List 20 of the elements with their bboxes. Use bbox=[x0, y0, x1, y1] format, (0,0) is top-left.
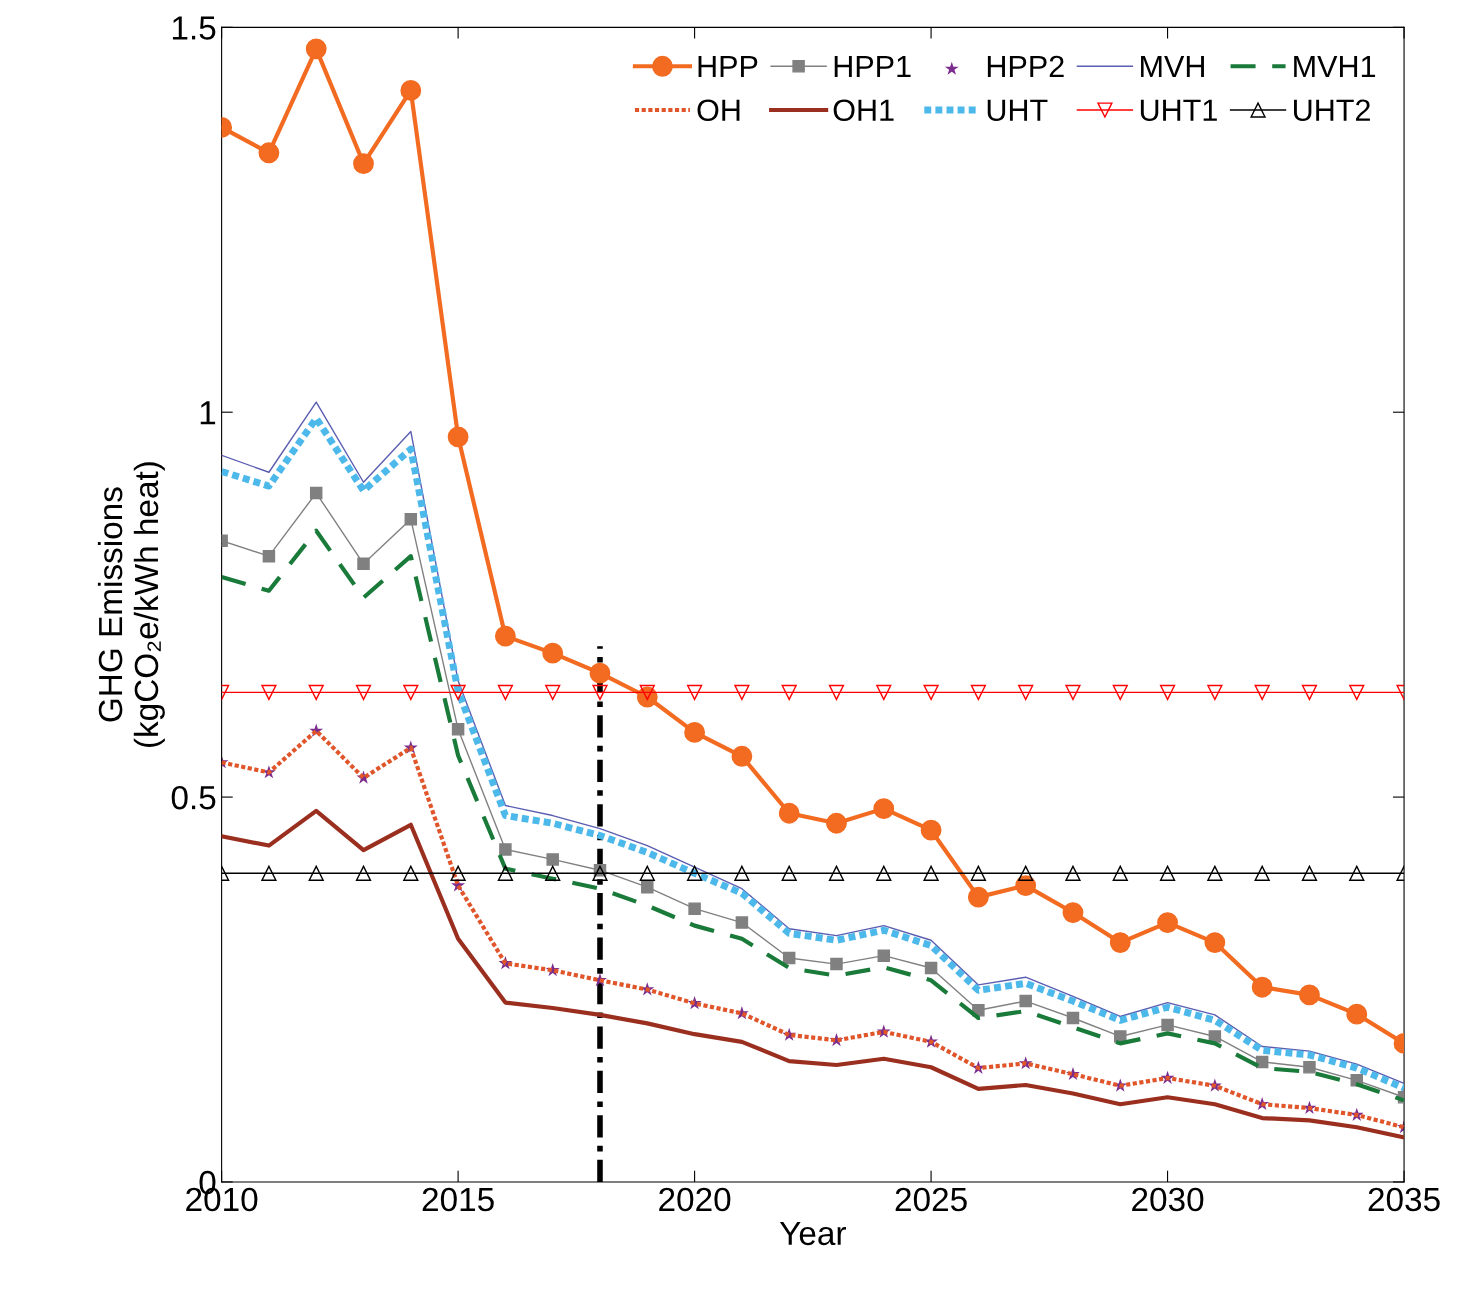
x-tick-label: 2015 bbox=[422, 1187, 494, 1212]
x-tick-label: 2025 bbox=[895, 1187, 967, 1212]
y-axis-title: GHG Emissions (kgCO₂e/kWh heat) bbox=[97, 462, 165, 748]
x-axis-title: Year bbox=[779, 1221, 846, 1246]
y-tick-label: 1.5 bbox=[172, 16, 216, 40]
legend-label: UHT2 bbox=[1294, 99, 1370, 122]
legend-label: HPP bbox=[698, 55, 758, 77]
legend-label: MVH bbox=[1141, 55, 1204, 77]
legend-label: HPP2 bbox=[987, 55, 1064, 77]
legend-label: UHT1 bbox=[1140, 99, 1217, 122]
legend-label: HPP1 bbox=[834, 55, 911, 77]
legend-label: UHT bbox=[987, 99, 1048, 122]
x-tick-label: 2030 bbox=[1132, 1187, 1204, 1212]
y-tick-label: 0.5 bbox=[171, 785, 216, 810]
x-tick-label: 2035 bbox=[1368, 1187, 1440, 1212]
legend-label: OH bbox=[697, 99, 740, 122]
legend-label: OH1 bbox=[833, 99, 894, 122]
y-tick-label: 1 bbox=[200, 401, 216, 425]
x-tick-label: 2020 bbox=[659, 1187, 731, 1212]
legend-label: MVH1 bbox=[1294, 55, 1376, 77]
